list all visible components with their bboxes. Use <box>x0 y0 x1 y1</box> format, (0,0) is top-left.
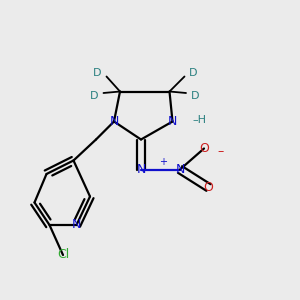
Text: O: O <box>199 142 209 155</box>
Text: D: D <box>93 68 102 79</box>
Text: +: + <box>160 157 167 167</box>
Text: N: N <box>72 218 81 232</box>
Text: N: N <box>109 115 119 128</box>
Text: N: N <box>168 115 177 128</box>
Text: D: D <box>90 91 99 101</box>
Text: N: N <box>175 163 185 176</box>
Text: O: O <box>204 181 213 194</box>
Text: –: – <box>218 145 224 158</box>
Text: D: D <box>191 91 199 101</box>
Text: –H: –H <box>192 115 206 125</box>
Text: Cl: Cl <box>57 248 69 262</box>
Text: N: N <box>136 163 146 176</box>
Text: D: D <box>189 68 198 79</box>
